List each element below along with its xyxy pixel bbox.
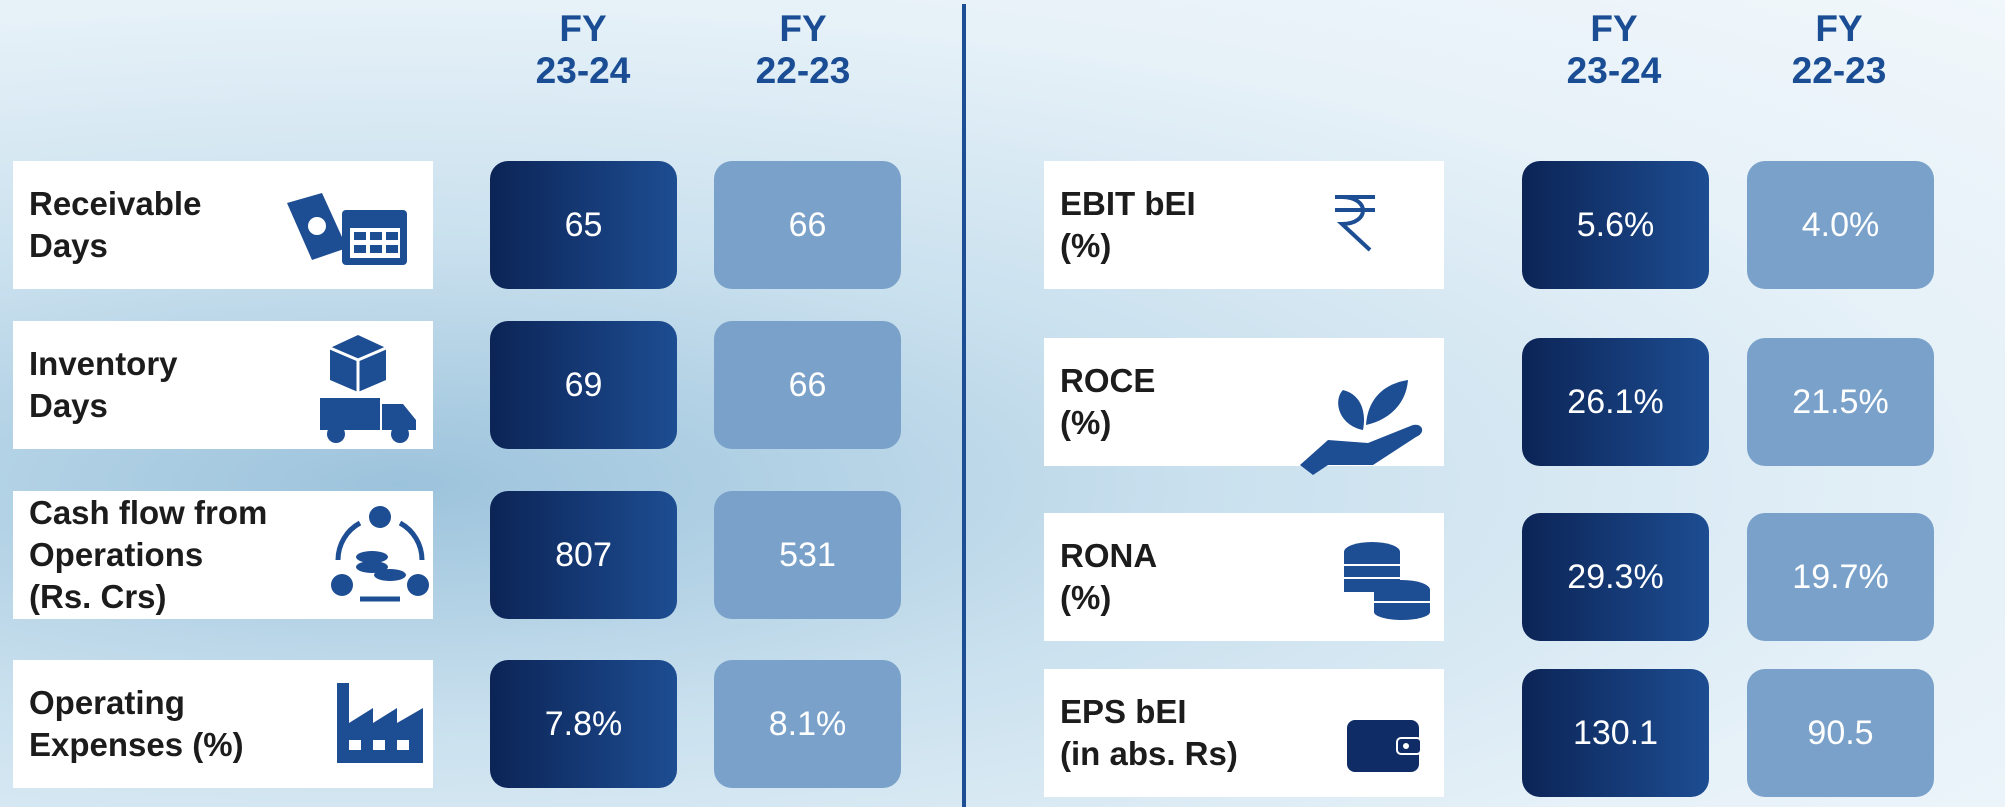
header-line: 22-23 [755, 50, 851, 91]
label-line: EBIT bEI [1060, 185, 1196, 222]
header-line: 23-24 [535, 50, 631, 91]
label-line: (in abs. Rs) [1060, 735, 1238, 772]
label-line: (%) [1060, 227, 1112, 264]
label-line: (Rs. Crs) [29, 578, 167, 615]
label-line: (%) [1060, 579, 1112, 616]
label-line: Receivable [29, 185, 202, 222]
cash-cycle-icon [331, 506, 429, 602]
current-year-value: 26.1% [1522, 338, 1709, 466]
factory-icon [337, 683, 423, 763]
column-header: FY 22-23 [1739, 8, 1939, 92]
label-line: (%) [1060, 404, 1112, 441]
prior-year-value: 19.7% [1747, 513, 1934, 641]
current-year-value: 807 [490, 491, 677, 619]
growth-icon [1300, 380, 1423, 475]
header-line: FY [1590, 8, 1638, 49]
label-line: Inventory [29, 345, 178, 382]
prior-year-value: 4.0% [1747, 161, 1934, 289]
label-line: Operating [29, 684, 185, 721]
label-line: ROCE [1060, 362, 1156, 399]
prior-year-value: 90.5 [1747, 669, 1934, 797]
header-line: 22-23 [1791, 50, 1887, 91]
label-line: Operations [29, 536, 204, 573]
prior-year-value: 66 [714, 161, 901, 289]
prior-year-value: 8.1% [714, 660, 901, 788]
header-line: FY [1815, 8, 1863, 49]
label-line: Days [29, 387, 108, 424]
wallet-icon [1347, 720, 1420, 772]
metric-label: EBIT bEI (%) [1044, 161, 1444, 289]
current-year-value: 69 [490, 321, 677, 449]
header-line: 23-24 [1566, 50, 1662, 91]
rupee-icon [1335, 195, 1375, 252]
label-line: Cash flow from [29, 494, 268, 531]
divider [962, 4, 966, 807]
header-line: FY [779, 8, 827, 49]
prior-year-value: 21.5% [1747, 338, 1934, 466]
prior-year-value: 531 [714, 491, 901, 619]
current-year-value: 5.6% [1522, 161, 1709, 289]
coins-icon [1344, 542, 1430, 620]
delivery-icon [320, 335, 416, 443]
current-year-value: 65 [490, 161, 677, 289]
current-year-value: 7.8% [490, 660, 677, 788]
label-line: RONA [1060, 537, 1158, 574]
current-year-value: 29.3% [1522, 513, 1709, 641]
label-line: Expenses (%) [29, 726, 244, 763]
column-header: FY 23-24 [483, 8, 683, 92]
prior-year-value: 66 [714, 321, 901, 449]
column-header: FY 23-24 [1514, 8, 1714, 92]
label-line: EPS bEI [1060, 693, 1187, 730]
label-line: Days [29, 227, 108, 264]
money-calendar-icon [287, 193, 407, 265]
current-year-value: 130.1 [1522, 669, 1709, 797]
column-header: FY 22-23 [703, 8, 903, 92]
header-line: FY [559, 8, 607, 49]
